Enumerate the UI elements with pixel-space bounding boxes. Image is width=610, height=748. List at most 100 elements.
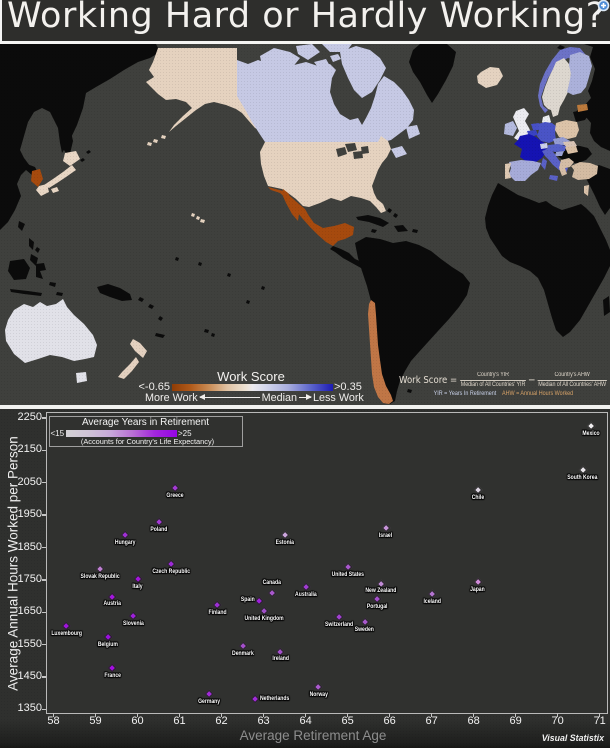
landmass (355, 237, 470, 404)
y-tick (42, 676, 46, 678)
country-slovenia (555, 151, 564, 156)
formula-frac1-denominator: Median of All Countries' YIR (459, 379, 527, 388)
data-point-label: Austria (103, 600, 122, 608)
country-spain (509, 160, 541, 181)
formula-note-yir: YIR = Years In Retirement (433, 391, 497, 398)
data-point-label: Norway (309, 690, 328, 698)
data-point-label: Poland (149, 525, 167, 533)
formula-lhs: Work Score = (399, 374, 458, 386)
great-lakes (336, 143, 369, 159)
x-tick-label: 71 (593, 715, 606, 727)
country-south-korea (31, 169, 43, 187)
scatter-legend-title: Average Years in Retirement (81, 417, 210, 428)
x-tick (262, 712, 265, 717)
separator-line-middle (0, 405, 610, 409)
country-finland (567, 52, 592, 95)
country-france (514, 134, 547, 162)
x-tick (94, 712, 97, 717)
data-point-label: Greece (166, 491, 184, 499)
x-tick-label: 70 (551, 715, 564, 727)
country-turkey (571, 162, 598, 180)
country-japan (36, 151, 80, 196)
data-point-label: Canada (263, 579, 282, 587)
map-legend-caption: More Work Median Less Work (145, 391, 364, 404)
work-score-formula: Work Score = Country's YIR Median of All… (399, 372, 608, 397)
country-italy (541, 148, 568, 181)
y-tick-label: 2250 (17, 411, 42, 423)
landmass (371, 208, 418, 233)
x-tick (514, 712, 517, 717)
y-tick-label: 2050 (17, 475, 42, 488)
x-tick (52, 712, 55, 717)
data-point-label: Chile (471, 493, 485, 501)
country-canada (314, 54, 341, 70)
data-point-spain (255, 596, 264, 606)
x-tick (599, 712, 601, 717)
landmass (49, 282, 63, 296)
y-tick (42, 449, 46, 452)
scatter-legend-min-label: <15 (50, 429, 65, 438)
country-estonia (577, 104, 588, 112)
y-tick-label: 1650 (17, 605, 42, 618)
data-point-label: France (104, 671, 121, 679)
page-title: Working Hard or Hardly Working? (7, 0, 605, 36)
x-tick-label: 68 (467, 715, 480, 727)
y-tick-label: 1850 (17, 540, 42, 553)
separator-line-top (0, 41, 610, 44)
y-tick (42, 482, 46, 484)
landmass (345, 143, 357, 152)
country-canada (322, 44, 352, 52)
scatter-plot-area (45, 412, 608, 714)
formula-row: Work Score = Country's YIR Median of All… (399, 372, 608, 389)
scatter-legend-box: Average Years in Retirement <15 >25 (Acc… (48, 415, 243, 447)
country-canada (391, 146, 407, 158)
x-tick (220, 712, 223, 717)
data-point-label: Mexico (582, 429, 600, 437)
data-point-label: Denmark (231, 649, 254, 657)
country-portugal (505, 163, 511, 179)
x-tick-label: 60 (131, 715, 144, 727)
data-point-label: New Zealand (365, 587, 397, 595)
data-point-label: Spain (240, 596, 255, 604)
map-legend-median: Median (261, 391, 298, 404)
formula-note: YIR = Years In Retirement AHW = Annual H… (399, 391, 608, 397)
map-legend-max-label: >0.35 (334, 381, 362, 393)
y-tick (42, 708, 46, 711)
watermark: Visual Statistix (541, 733, 604, 743)
landmass (10, 289, 42, 296)
country-iceland (477, 67, 503, 88)
formula-frac2-denominator: Median of All Countries' AHW (537, 379, 607, 388)
x-tick-label: 66 (383, 715, 396, 727)
data-point-label: Italy (132, 583, 143, 591)
landmass (394, 225, 408, 232)
landmass (97, 284, 132, 301)
country-canada (260, 48, 300, 72)
land-no-data (0, 44, 610, 404)
map-legend-less-work: Less Work (313, 391, 364, 404)
x-tick (346, 712, 349, 717)
landmass (29, 238, 40, 266)
country-switzerland (540, 143, 548, 149)
x-tick (430, 712, 433, 717)
landmass (409, 44, 456, 103)
y-tick (42, 643, 46, 646)
y-tick (42, 579, 46, 581)
x-tick (136, 712, 139, 717)
data-point-label: Hungary (114, 539, 136, 547)
x-tick-label: 59 (89, 715, 102, 727)
x-tick-label: 69 (509, 715, 522, 727)
y-tick-label: 1750 (17, 572, 42, 585)
landmass (485, 183, 610, 337)
data-point-label: Japan (470, 585, 486, 593)
map-legend-more-work: More Work (145, 391, 198, 404)
data-point-label: Slovak Republic (80, 572, 120, 580)
x-tick (304, 712, 307, 717)
landmass (64, 127, 73, 158)
data-point-label: Australia (294, 591, 317, 598)
country-israel (584, 185, 589, 196)
map-legend-gradient-bar (172, 384, 333, 391)
country-greece (559, 158, 574, 176)
data-point-netherlands (250, 695, 260, 704)
data-point-label: Belgium (97, 640, 118, 648)
